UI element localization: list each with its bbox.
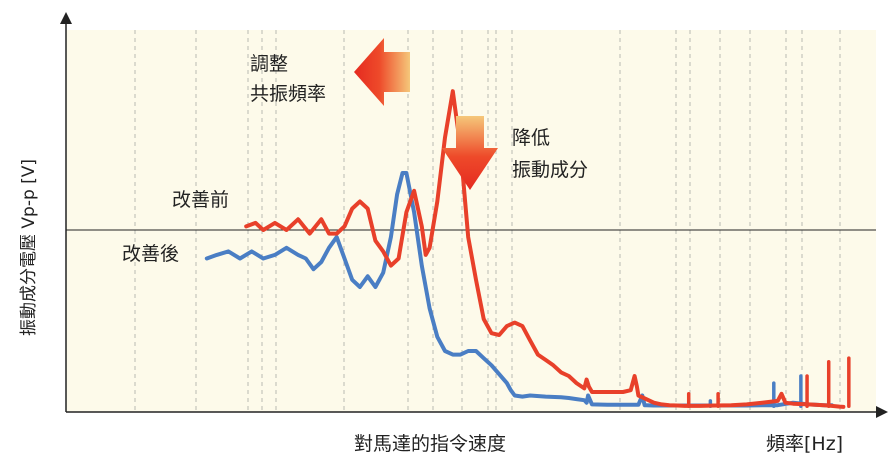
series-layer: [204, 89, 851, 409]
annotation-shift-line2: 共振頻率: [250, 83, 326, 105]
shift-left-arrow-icon: [354, 38, 410, 106]
series-label-after: 改善後: [122, 243, 179, 265]
x-axis-arrow-icon: [876, 406, 888, 418]
annotation-reduce-line2: 振動成分: [512, 159, 588, 181]
y-axis-label: 振動成分電壓 Vp-p [V]: [19, 159, 39, 336]
reduce-down-arrow-icon: [442, 116, 498, 190]
annotation-shift-line1: 調整: [250, 53, 288, 75]
series-label-before: 改善前: [172, 189, 229, 211]
x-region-label: 對馬達的指令速度: [354, 433, 506, 455]
annotation-reduce-line1: 降低: [512, 127, 550, 149]
series-line-before: [244, 89, 846, 409]
plot-background: [66, 30, 876, 412]
x-axis-label: 頻率[Hz]: [766, 433, 843, 455]
y-axis-arrow-icon: [60, 12, 72, 24]
